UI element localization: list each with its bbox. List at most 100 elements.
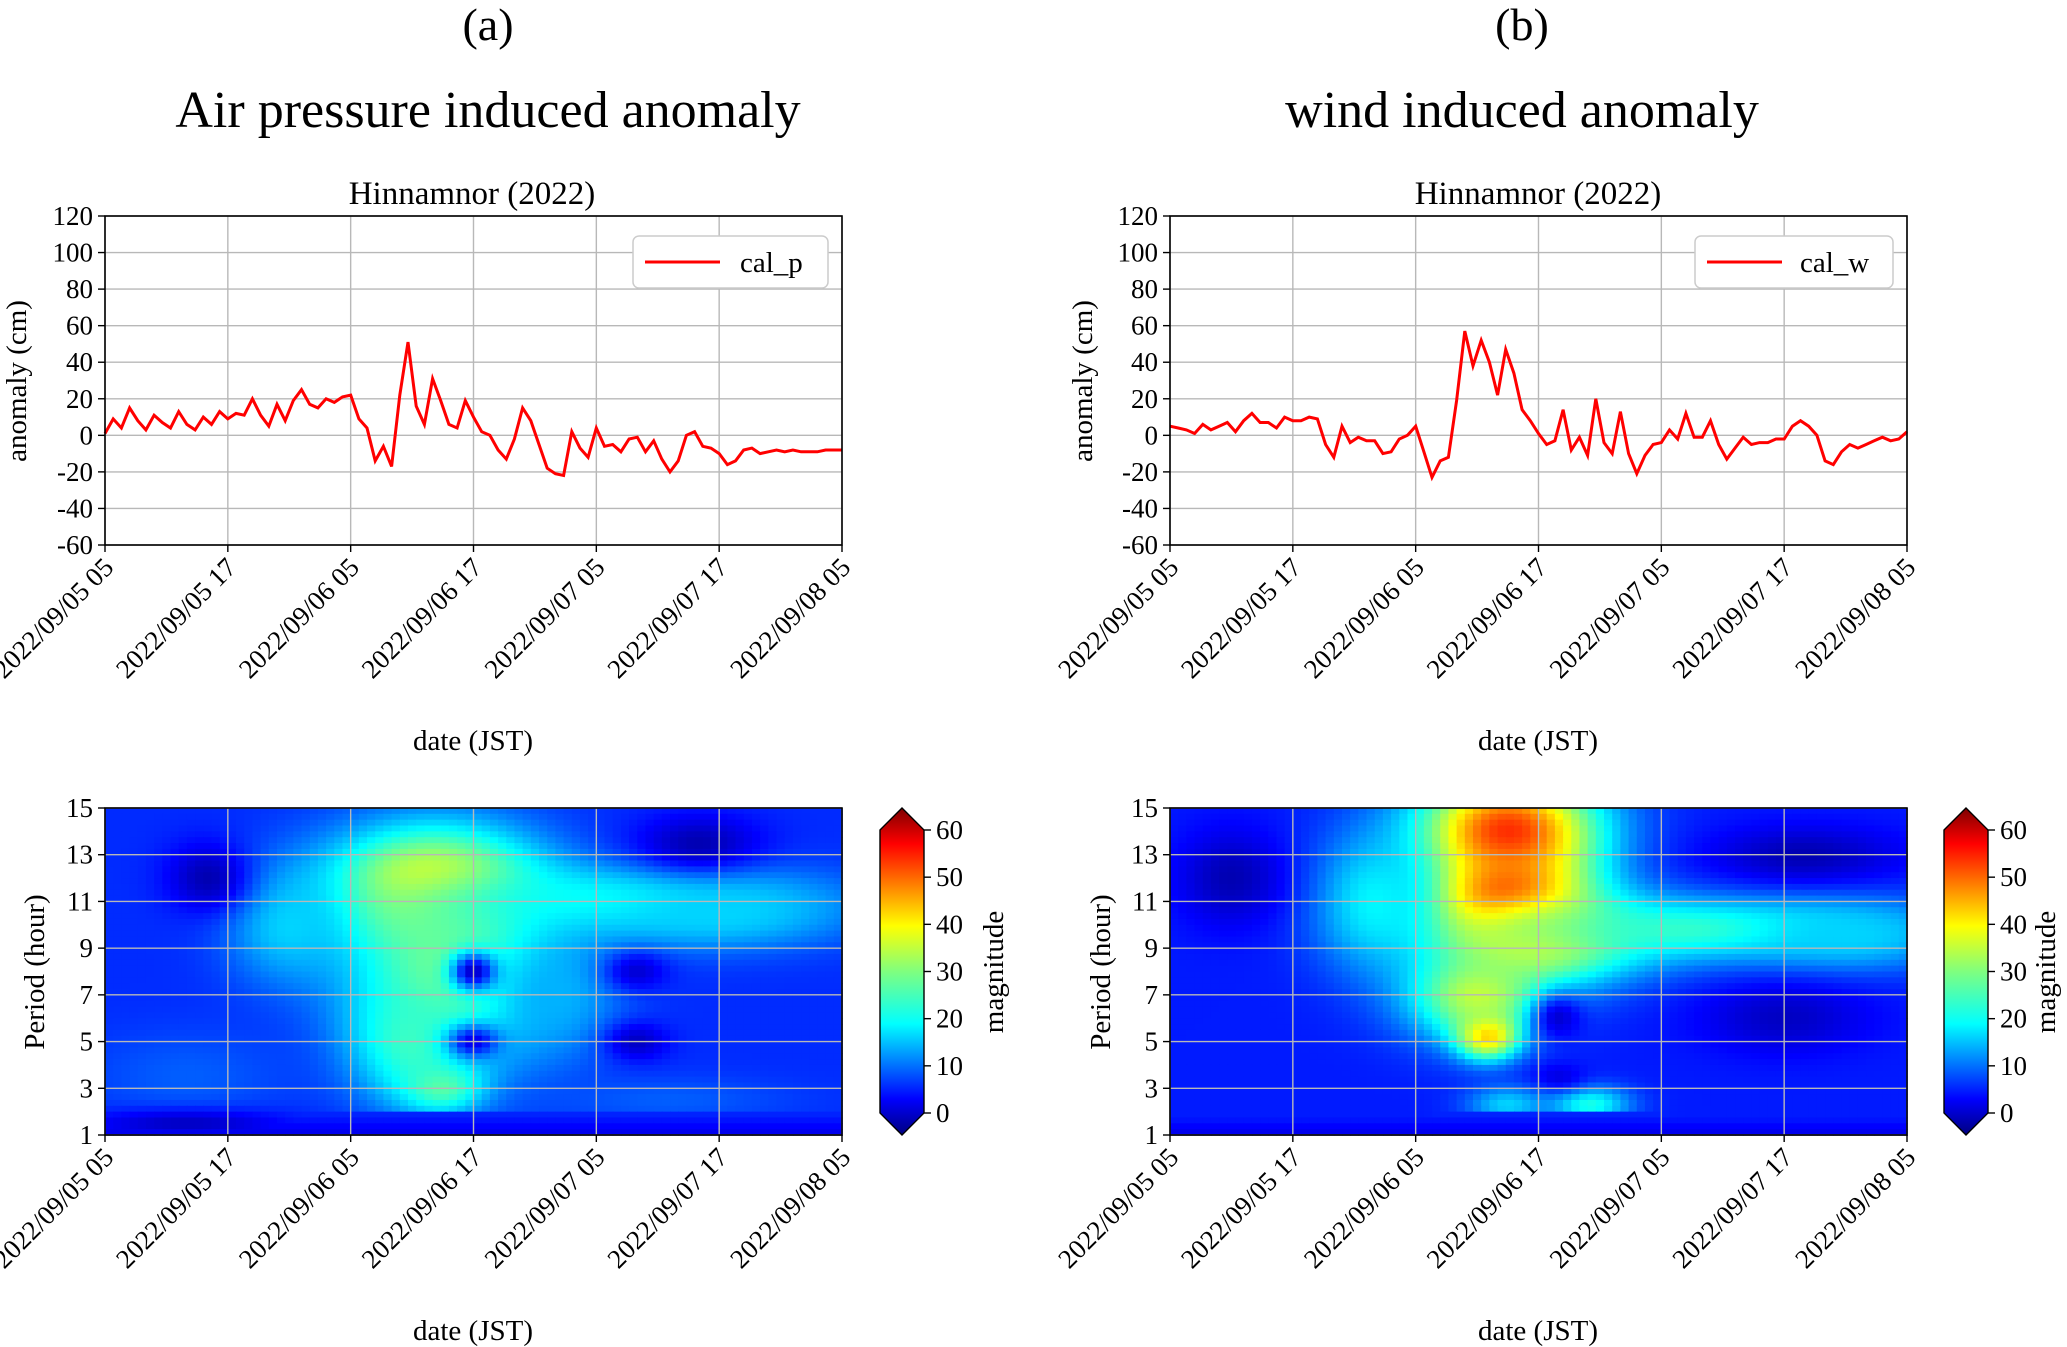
heatmap-cell	[211, 1082, 221, 1090]
heatmap-cell	[801, 1006, 811, 1014]
heatmap-cell	[260, 889, 270, 897]
heatmap-cell	[121, 901, 131, 909]
heatmap-cell	[448, 1059, 458, 1066]
heatmap-cell	[792, 994, 802, 1002]
heatmap-cell	[620, 837, 630, 844]
heatmap-cell	[121, 907, 131, 914]
heatmap-cell	[678, 1070, 688, 1078]
heatmap-cell	[784, 918, 794, 926]
heatmap-cell	[735, 1041, 745, 1049]
heatmap-cell	[195, 1018, 205, 1025]
heatmap-cell	[260, 1041, 270, 1049]
heatmap-cell	[105, 1099, 114, 1107]
heatmap-cell	[735, 936, 745, 944]
heatmap-cell	[391, 930, 401, 938]
heatmap-cell	[391, 848, 401, 856]
heatmap-cell	[137, 1035, 147, 1043]
heatmap-cell	[473, 983, 483, 990]
heatmap-cell	[309, 1123, 319, 1130]
heatmap-cell	[719, 1006, 729, 1014]
heatmap-cell	[145, 994, 155, 1002]
heatmap-cell	[391, 918, 401, 926]
heatmap-cell	[407, 819, 417, 827]
heatmap-cell	[285, 1053, 295, 1060]
heatmap-cell	[539, 1006, 548, 1014]
heatmap-cell	[555, 1047, 565, 1055]
heatmap-cell	[710, 930, 720, 938]
heatmap-cell	[678, 977, 688, 984]
heatmap-cell	[555, 866, 565, 874]
chart-title: Hinnamnor (2022)	[349, 176, 596, 212]
heatmap-cell	[203, 1024, 213, 1031]
heatmap-cell	[399, 948, 409, 955]
heatmap-cell	[620, 1111, 630, 1119]
heatmap-cell	[629, 930, 639, 938]
heatmap-cell	[276, 907, 286, 914]
heatmap-cell	[727, 808, 737, 815]
heatmap-cell	[129, 1029, 139, 1037]
heatmap-cell	[801, 866, 811, 874]
heatmap-cell	[801, 913, 811, 920]
heatmap-cell	[661, 1012, 671, 1020]
heatmap-cell	[727, 901, 737, 909]
heatmap-cell	[579, 1018, 589, 1025]
heatmap-cell	[113, 1088, 123, 1095]
heatmap-cell	[686, 1053, 696, 1060]
heatmap-cell	[686, 959, 696, 967]
heatmap-cell	[391, 1059, 401, 1066]
heatmap-cell	[293, 883, 303, 891]
heatmap-cell	[178, 1070, 188, 1078]
heatmap-cell	[653, 808, 663, 815]
heatmap-cell	[719, 1094, 729, 1101]
heatmap-cell	[743, 872, 753, 879]
heatmap-cell	[219, 918, 229, 926]
heatmap-cell	[276, 1099, 286, 1107]
heatmap-cell	[760, 866, 770, 874]
heatmap-cell	[645, 1117, 655, 1125]
heatmap-cell	[678, 901, 688, 909]
heatmap-cell	[719, 1041, 729, 1049]
heatmap-cell	[350, 1059, 360, 1066]
heatmap-cell	[670, 1029, 680, 1037]
heatmap-cell	[448, 1105, 458, 1113]
heatmap-cell	[686, 1029, 696, 1037]
heatmap-cell	[154, 965, 164, 973]
heatmap-cell	[694, 942, 704, 949]
heatmap-cell	[260, 883, 270, 891]
heatmap-cell	[686, 1070, 696, 1078]
heatmap-cell	[317, 1024, 327, 1031]
heatmap-cell	[145, 813, 155, 821]
heatmap-cell	[285, 889, 295, 897]
heatmap-cell	[776, 977, 786, 984]
heatmap-cell	[260, 1099, 270, 1107]
heatmap-cell	[211, 1029, 221, 1037]
heatmap-cell	[629, 1024, 639, 1031]
heatmap-cell	[751, 930, 761, 938]
heatmap-cell	[219, 994, 229, 1002]
heatmap-cell	[489, 825, 499, 833]
heatmap-cell	[629, 848, 639, 856]
heatmap-cell	[768, 1006, 778, 1014]
heatmap-cell	[293, 819, 303, 827]
heatmap-cell	[604, 1064, 614, 1072]
heatmap-cell	[383, 1059, 393, 1066]
heatmap-cell	[743, 913, 753, 920]
heatmap-cell	[563, 825, 573, 833]
heatmap-cell	[645, 907, 655, 914]
heatmap-cell	[817, 930, 827, 938]
heatmap-cell	[670, 1035, 680, 1043]
heatmap-cell	[317, 866, 327, 874]
heatmap-cell	[448, 878, 458, 885]
heatmap-cell	[391, 1041, 401, 1049]
heatmap-cell	[588, 953, 598, 961]
heatmap-cell	[219, 1029, 229, 1037]
heatmap-cell	[145, 977, 155, 984]
heatmap-cell	[678, 808, 688, 815]
heatmap-cell	[178, 930, 188, 938]
heatmap-cell	[170, 983, 180, 990]
heatmap-cell	[440, 1111, 450, 1119]
heatmap-cell	[563, 1123, 573, 1130]
heatmap-cell	[178, 889, 188, 897]
heatmap-cell	[833, 854, 843, 862]
heatmap-cell	[776, 813, 786, 821]
